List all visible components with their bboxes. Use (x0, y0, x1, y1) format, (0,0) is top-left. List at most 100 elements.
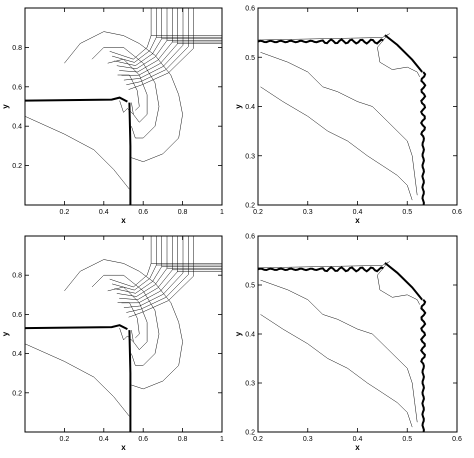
x-tick-label: 0.4 (353, 209, 363, 216)
x-tick-label: 0.2 (60, 209, 70, 216)
panel-top-right: 0.2 0.3 0.4 0.5 0.6 0.2 0.3 0.4 0.5 0.6 x y (234, 6, 462, 226)
shear-contour (258, 261, 390, 269)
y-tick-label: 0.6 (12, 312, 22, 319)
contour-line (91, 47, 160, 139)
horizontal-shock (25, 96, 128, 103)
contour-line (128, 236, 194, 318)
x-tick-label: 0.6 (452, 436, 462, 443)
contour-line (119, 236, 173, 300)
vertical-shear-layer (420, 299, 427, 432)
horizontal-shear-layer (258, 266, 384, 273)
diagonal-shock (384, 34, 423, 73)
x-tick-label: 1 (220, 209, 224, 216)
y-tick-label: 0.4 (12, 351, 22, 358)
contour-line (126, 8, 189, 86)
panel-top-left: 0.2 0.4 0.6 0.8 1 0.2 0.4 0.6 0.8 x y (1, 7, 224, 225)
plot-frame (257, 235, 458, 433)
x-tick-label: 0.3 (303, 209, 313, 216)
contour-line (121, 236, 178, 304)
contour-line (123, 8, 184, 81)
plot-area (25, 8, 222, 205)
y-tick-label: 0.4 (12, 124, 22, 131)
contour-line (109, 8, 152, 60)
contact-line (260, 314, 413, 428)
y-tick-label: 0.2 (245, 430, 255, 437)
x-tick-label: 0.6 (138, 436, 148, 443)
x-tick-label: 0.2 (60, 436, 70, 443)
contour-line (91, 274, 160, 366)
x-axis-label: x (121, 443, 126, 452)
x-tick-label: 0.4 (99, 209, 109, 216)
y-tick-label: 0.2 (12, 163, 22, 170)
x-tick-label: 0.2 (253, 436, 263, 443)
plot-area (258, 33, 427, 205)
x-tick-label: 0.4 (99, 436, 109, 443)
y-tick-label: 0.8 (12, 45, 22, 52)
vertical-shock (128, 330, 132, 432)
vertical-shock (128, 102, 132, 205)
contour-line (112, 8, 157, 63)
y-axis-label: y (1, 331, 10, 336)
x-tick-label: 0.5 (402, 209, 412, 216)
y-tick-label: 0.2 (245, 203, 255, 210)
contour-line (64, 31, 183, 162)
contact-line (260, 52, 418, 196)
contour-line (112, 236, 157, 291)
x-tick-label: 0.2 (253, 209, 263, 216)
contour-line (107, 286, 148, 351)
x-tick-label: 0.5 (402, 436, 412, 443)
shear-contour (258, 33, 390, 41)
contour-line (107, 58, 148, 123)
y-tick-label: 0.3 (245, 381, 255, 388)
diagonal-shock (384, 262, 423, 301)
vortex-contour (377, 262, 420, 305)
y-tick-label: 0.8 (12, 273, 22, 280)
y-tick-label: 0.6 (245, 6, 255, 13)
y-tick-label: 0.6 (12, 84, 22, 91)
plot-frame (257, 7, 458, 206)
contact-line (260, 86, 413, 201)
y-tick-label: 0.4 (245, 104, 255, 111)
y-tick-label: 0.4 (245, 332, 255, 339)
contour-line (119, 8, 173, 73)
y-axis-label: y (234, 331, 243, 336)
x-axis-label: x (121, 216, 126, 225)
y-axis-label: y (234, 104, 243, 109)
y-tick-label: 0.3 (245, 153, 255, 160)
x-tick-label: 0.6 (452, 209, 462, 216)
panel-bottom-right: 0.2 0.3 0.4 0.5 0.6 0.2 0.3 0.4 0.5 0.6 x y (234, 234, 462, 453)
y-tick-label: 0.5 (245, 283, 255, 290)
y-axis-label: y (1, 104, 10, 109)
vortex-contour (377, 34, 420, 78)
vertical-shear-layer (420, 71, 427, 205)
x-tick-label: 0.4 (353, 436, 363, 443)
contact-line (25, 116, 130, 190)
contour-line (117, 302, 140, 339)
y-tick-label: 0.6 (245, 234, 255, 241)
y-tick-label: 0.2 (12, 390, 22, 397)
vortex-contour (119, 100, 134, 116)
x-axis-label: x (355, 216, 360, 225)
x-tick-label: 0.3 (303, 436, 313, 443)
y-tick-label: 0.5 (245, 55, 255, 62)
contour-line (121, 8, 178, 76)
contour-line (126, 236, 189, 313)
horizontal-shock (25, 324, 128, 330)
contact-line (260, 279, 418, 423)
contour-line (116, 8, 168, 70)
x-axis-label: x (355, 443, 360, 452)
contact-line (25, 343, 130, 417)
plot-area (25, 236, 222, 432)
vortex-contour (119, 328, 134, 343)
contour-line (128, 8, 194, 90)
contour-line (109, 236, 152, 288)
panel-bottom-left: 0.2 0.4 0.6 0.8 1 0.2 0.4 0.6 0.8 x y (1, 235, 224, 452)
contour-line (64, 259, 183, 390)
horizontal-shear-layer (258, 38, 384, 45)
x-tick-label: 0.8 (178, 209, 188, 216)
contour-line (123, 236, 184, 308)
plot-frame (24, 7, 223, 206)
plot-frame (24, 235, 223, 433)
x-tick-label: 0.6 (138, 209, 148, 216)
